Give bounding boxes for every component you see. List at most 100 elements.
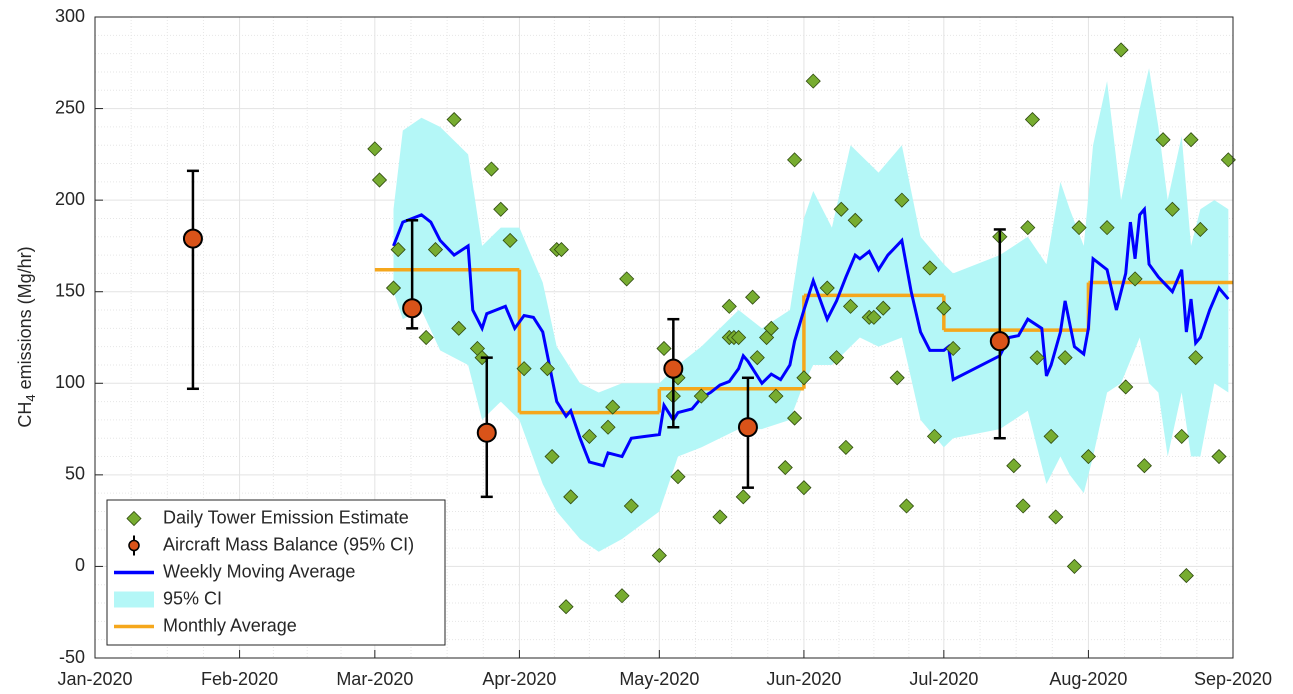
moving-average-line [392, 205, 1230, 468]
tower-estimate [819, 280, 835, 296]
tower-estimate [796, 480, 812, 496]
x-tick-label: Sep-2020 [1194, 669, 1272, 689]
legend-icon [128, 539, 140, 552]
tower-estimate [898, 498, 915, 514]
tower-estimate [371, 172, 388, 188]
x-tick-label: Aug-2020 [1049, 669, 1127, 689]
tower-estimate [889, 370, 905, 386]
x-tick-label: Feb-2020 [201, 669, 278, 689]
tower-estimate [1211, 448, 1227, 465]
tower-estimate [1080, 448, 1096, 465]
legend-icon [126, 510, 142, 527]
tower-estimate [842, 298, 859, 314]
legend-icon [114, 591, 154, 608]
tower-estimate [516, 361, 532, 377]
tower-estimate [619, 271, 635, 287]
tower-estimate [731, 329, 747, 346]
y-label-sub: 4 [23, 394, 38, 401]
tower-estimate [847, 212, 863, 228]
tower-estimate [787, 152, 803, 168]
tower-estimate [936, 300, 952, 316]
tower-estimate [651, 547, 667, 564]
tower-estimate [805, 73, 821, 89]
tower-estimate [451, 320, 467, 336]
y-tick-label: 200 [55, 189, 85, 209]
y-label-main: CH [15, 402, 35, 428]
y-tick-label: 100 [55, 372, 85, 392]
tower-estimate [1155, 132, 1171, 148]
tower-estimate [493, 201, 509, 217]
tower-estimate [390, 242, 406, 258]
tower-estimate [1024, 111, 1041, 128]
tower-estimate [796, 370, 812, 386]
tower-estimate [1164, 201, 1180, 217]
tower-estimate [502, 232, 518, 248]
aircraft-estimate [663, 358, 684, 379]
legend-label: Aircraft Mass Balance (95% CI) [163, 534, 414, 554]
tower-estimate [894, 192, 910, 208]
aircraft-estimate [476, 422, 497, 443]
tower-estimate [670, 469, 686, 485]
tower-estimate [1071, 220, 1087, 236]
y-tick-label: 150 [55, 280, 85, 300]
tower-estimate [693, 388, 709, 404]
tower-estimate [1136, 458, 1152, 474]
y-tick-label: 50 [65, 464, 85, 484]
tower-estimate [1188, 350, 1204, 366]
tower-estimate [605, 399, 621, 415]
tower-estimate [1118, 379, 1134, 395]
aircraft-estimate [989, 331, 1010, 352]
tower-estimate [385, 280, 402, 296]
tower-estimate [833, 201, 849, 217]
y-label-rest: emissions (Mg/hr) [15, 246, 35, 389]
y-tick-label: 250 [55, 97, 85, 117]
y-tick-label: 0 [75, 555, 85, 575]
legend-label: Monthly Average [163, 615, 297, 635]
tower-estimate [656, 340, 672, 357]
x-tick-label: Jan-2020 [57, 669, 132, 689]
tower-estimate [945, 340, 961, 357]
tower-estimate [1048, 509, 1064, 525]
x-tick-label: May-2020 [619, 669, 699, 689]
tower-estimate [1066, 558, 1082, 574]
tower-estimate [427, 242, 444, 258]
tower-estimate [1015, 498, 1031, 514]
tower-estimate [712, 509, 728, 525]
x-tick-label: Jun-2020 [766, 669, 841, 689]
y-tick-label: -50 [59, 647, 85, 667]
tower-estimate [1029, 350, 1045, 366]
tower-estimate [539, 361, 555, 377]
tower-estimate [483, 161, 500, 177]
tower-estimate [838, 439, 854, 455]
tower-estimate [446, 111, 462, 128]
legend-box [106, 499, 446, 646]
legend-label: Weekly Moving Average [163, 561, 355, 581]
tower-estimate [600, 419, 616, 435]
tower-estimate [1192, 221, 1208, 238]
tower-estimate [1057, 350, 1073, 366]
tower-estimate [866, 309, 882, 325]
tower-estimate [768, 388, 784, 404]
tower-estimate [1113, 42, 1129, 58]
aircraft-estimate [182, 228, 203, 249]
x-tick-label: Mar-2020 [336, 669, 413, 689]
y-axis-label: CH4 emissions (Mg/hr) [15, 246, 39, 427]
tower-estimate [1020, 220, 1036, 236]
tower-estimate [749, 350, 765, 366]
tower-estimate [926, 428, 943, 444]
tower-estimate [875, 300, 891, 316]
tower-estimate [745, 289, 761, 305]
tower-estimate [787, 410, 803, 426]
tower-estimate [623, 498, 639, 514]
tower-estimate [1127, 271, 1143, 287]
aircraft-estimate [402, 298, 423, 319]
tower-estimate [614, 588, 630, 604]
tower-estimate [553, 242, 569, 258]
tower-estimate [581, 428, 597, 444]
tower-estimate [418, 329, 434, 346]
tower-estimate [1099, 220, 1115, 236]
tower-estimate [721, 298, 737, 314]
tower-estimate [735, 489, 751, 505]
legend-label: Daily Tower Emission Estimate [163, 507, 409, 527]
